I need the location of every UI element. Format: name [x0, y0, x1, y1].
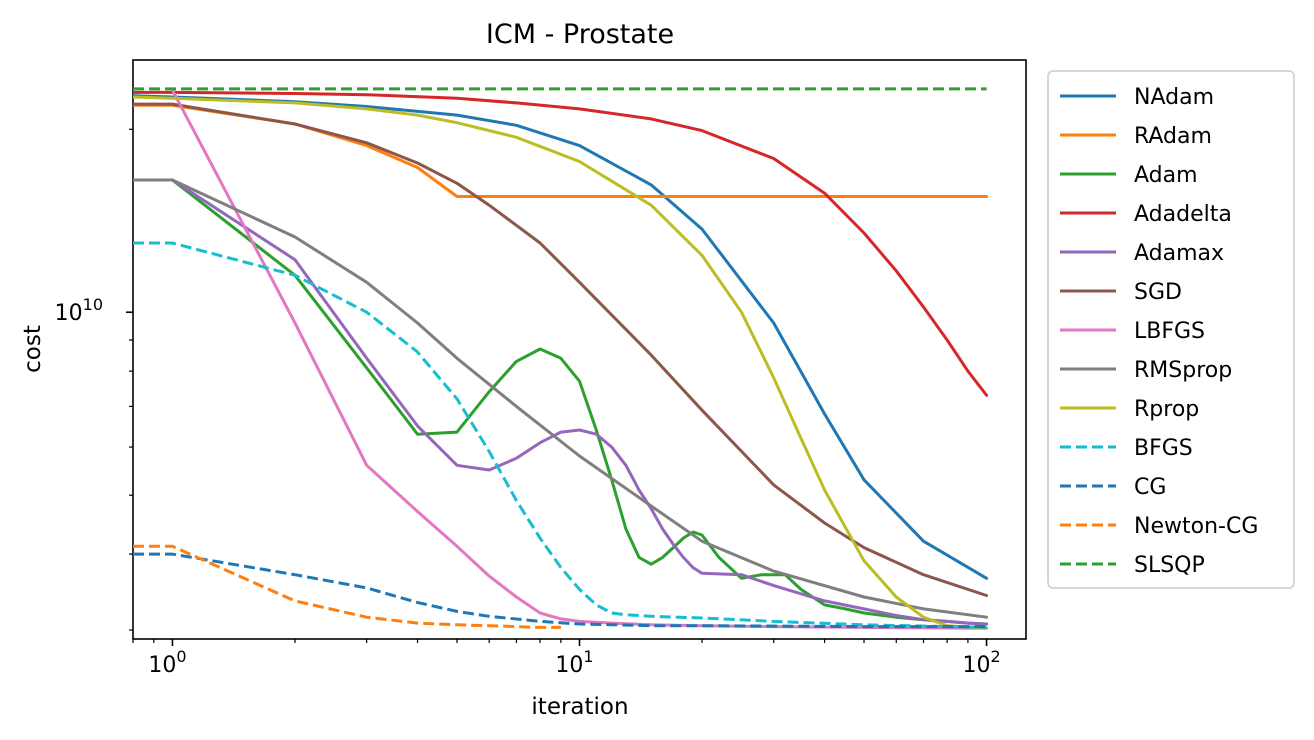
series-line-newton-cg [133, 544, 561, 629]
y-axis-label: cost [20, 325, 46, 373]
legend-label-cg: CG [1134, 475, 1166, 500]
series-line-rprop [133, 95, 989, 630]
x-axis-label: iteration [531, 694, 628, 720]
series-line-cg [133, 552, 987, 629]
legend-label-rmsprop: RMSprop [1134, 358, 1232, 383]
legend-label-nadam: NAdam [1134, 85, 1214, 110]
x-tick-label: 101 [555, 647, 593, 678]
legend-label-adamax: Adamax [1134, 241, 1224, 266]
x-tick-label: 102 [962, 647, 1000, 678]
legend-label-bfgs: BFGS [1134, 436, 1193, 461]
y-tick-label: 1010 [55, 295, 103, 326]
x-tick-label: 100 [148, 647, 186, 678]
legend-frame [1047, 70, 1295, 589]
series-line-sgd [133, 102, 989, 597]
legend-label-radam: RAdam [1134, 124, 1212, 149]
legend-label-rprop: Rprop [1134, 397, 1199, 422]
legend-label-lbfgs: LBFGS [1134, 319, 1205, 344]
series-line-bfgs [133, 241, 987, 629]
series-layer [133, 87, 989, 630]
legend-label-slsqp: SLSQP [1134, 553, 1205, 578]
series-line-rmsprop [133, 178, 989, 619]
y-axis: 1010 [55, 128, 133, 631]
series-line-nadam [133, 94, 989, 580]
legend-label-adadelta: Adadelta [1134, 202, 1232, 227]
chart-title: ICM - Prostate [486, 19, 674, 50]
x-axis: 100 101 102 [132, 639, 1001, 678]
series-line-adam [170, 178, 989, 626]
legend-items: NAdam RAdam Adam Adadelta Adamax SGD LBFGS RMSp… [1060, 85, 1258, 578]
legend: NAdam RAdam Adam Adadelta Adamax SGD LBFGS RMSp… [1047, 70, 1295, 589]
series-line-adadelta [133, 90, 989, 397]
legend-label-sgd: SGD [1134, 280, 1182, 305]
legend-label-adam: Adam [1134, 163, 1198, 188]
series-line-adamax [170, 178, 989, 626]
legend-label-newton-cg: Newton-CG [1134, 514, 1258, 539]
